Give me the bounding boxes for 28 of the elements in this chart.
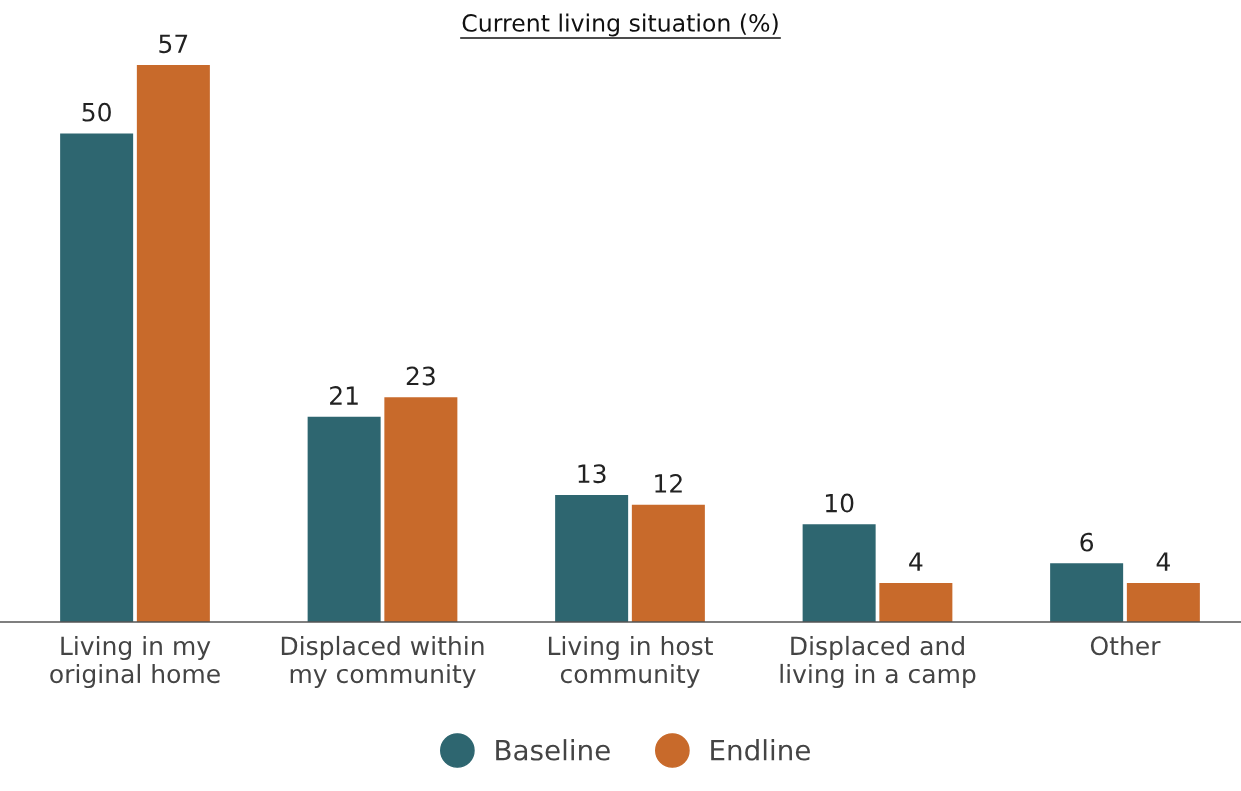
bar [384,397,458,622]
bar [136,65,210,622]
legend-label: Endline [711,739,810,761]
x-tick-label: Living in my original home [50,635,220,689]
bar [879,582,953,622]
chart-title: Current living situation (%) [462,13,778,37]
data-label: 23 [406,366,435,386]
bar [60,133,134,622]
data-label: 12 [655,474,682,493]
data-label: 50 [82,102,111,122]
bar [631,504,705,622]
data-label: 57 [159,34,188,54]
data-label: 13 [578,464,606,484]
data-label: 6 [1080,532,1094,552]
bar [1050,563,1124,622]
bar [555,494,629,622]
data-label: 21 [330,386,358,405]
bar [307,416,381,622]
data-label: 4 [1156,552,1170,571]
data-label: 4 [909,552,923,571]
x-tick-label: Living in host community [548,635,713,689]
bar [1126,582,1200,622]
legend-label: Baseline [496,739,610,761]
x-tick-label: Displaced and living in a camp [780,635,976,689]
x-tick-label: Other [1090,635,1161,656]
bar [802,524,876,622]
x-tick-label: Displaced within my community [281,635,484,689]
data-label: 10 [825,493,854,513]
